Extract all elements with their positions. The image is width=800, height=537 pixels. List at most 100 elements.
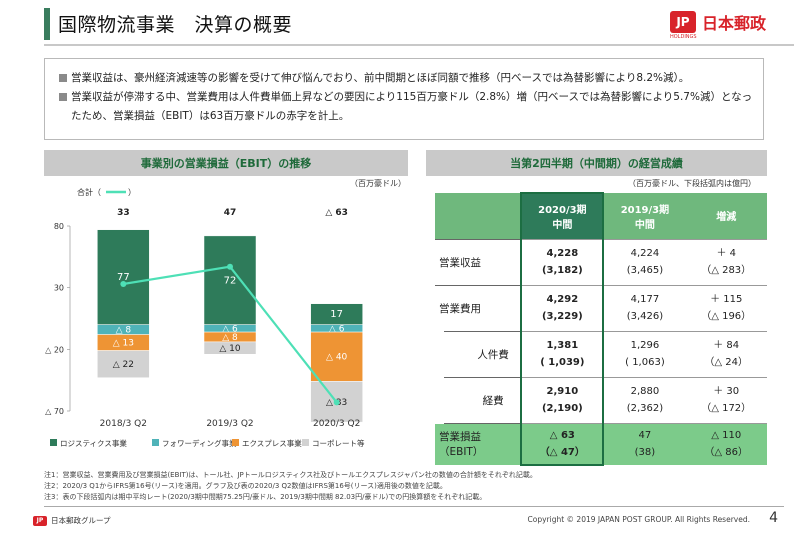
bar-data-label: 77 xyxy=(117,272,130,283)
total-point xyxy=(333,399,340,406)
footer-divider xyxy=(44,506,784,507)
cell-value: ＋ 4 xyxy=(716,248,736,259)
table-row-label: 営業費用 xyxy=(435,284,522,331)
square-bullet-icon xyxy=(59,93,67,101)
cell-yen-value: （△ 196） xyxy=(701,311,752,322)
bar-data-label: △ 13 xyxy=(113,339,134,349)
y-tick-label: △ 20 xyxy=(45,345,64,354)
bar-segment xyxy=(310,331,363,382)
footnote: 注2：2020/3 Q1からIFRS第16号(リース)を適用。グラフ及び表の20… xyxy=(44,482,447,490)
change-cell: ＋ 84 （△ 24） xyxy=(685,330,767,377)
page-number: 4 xyxy=(769,510,778,526)
summary-bullet: 営業収益が停滞する中、営業費用は人件費単価上昇などの要因により115百万豪ドル（… xyxy=(59,88,753,126)
cell-yen-value: （△ 283） xyxy=(701,265,752,276)
cell-value: 4,228 xyxy=(546,248,579,259)
x-category-label: 2019/3 Q2 xyxy=(206,419,253,429)
legend-label: コーポレート等 xyxy=(312,438,365,448)
current-period-cell: △ 63 （△ 47） xyxy=(520,422,605,466)
cell-yen-value: (2,362) xyxy=(626,403,664,414)
cell-value: 4,292 xyxy=(546,294,579,305)
bar-data-label: △ 8 xyxy=(116,326,132,336)
cell-value: 4,224 xyxy=(630,248,660,259)
current-period-cell: 1,381 ( 1,039) xyxy=(520,330,605,377)
y-tick-label: 80 xyxy=(54,222,64,231)
cell-value: ＋ 84 xyxy=(713,340,740,351)
logo-name: 日本郵政 xyxy=(701,14,766,33)
total-value-label: 33 xyxy=(117,208,130,218)
cell-yen-value: （△ 86） xyxy=(704,447,748,459)
cell-yen-value: （△ 172） xyxy=(701,403,752,414)
page-title: 国際物流事業 決算の概要 xyxy=(58,14,293,36)
summary-bullet: 営業収益は、豪州経済減速等の影響を受けて伸び悩んでおり、前中間期とほぼ同額で推移… xyxy=(59,69,753,88)
cell-yen-value: (2,190) xyxy=(541,403,583,414)
cell-value: 47 xyxy=(638,430,652,442)
table-header-blank xyxy=(435,193,522,239)
y-tick-label: △ 70 xyxy=(45,407,64,416)
legend-swatch xyxy=(152,439,159,446)
title-accent-bar xyxy=(44,8,50,40)
bar-data-label: △ 6 xyxy=(329,324,345,334)
cell-value: 1,381 xyxy=(546,340,579,351)
legend-swatch xyxy=(302,439,309,446)
results-table: 2020/3期 中間 2019/3期 中間 増減 営業収益 4,228 (3,182) 4,… xyxy=(425,192,767,466)
current-period-cell: 4,228 (3,182) xyxy=(520,238,605,285)
x-category-label: 2018/3 Q2 xyxy=(100,419,147,429)
square-bullet-icon xyxy=(59,74,67,82)
change-cell: △ 110 （△ 86） xyxy=(685,422,767,465)
bar-data-label: △ 8 xyxy=(222,333,238,343)
cell-value: ＋ 115 xyxy=(710,294,743,305)
cell-value: △ 63 xyxy=(549,429,575,441)
cell-value: 2,880 xyxy=(630,386,660,397)
bar-segment xyxy=(203,341,257,355)
y-tick-label: 30 xyxy=(54,284,64,293)
table-row-label: 営業損益 （EBIT） xyxy=(435,422,522,465)
total-value-label: 47 xyxy=(224,208,237,218)
summary-text: 営業収益は、豪州経済減速等の影響を受けて伸び悩んでおり、前中間期とほぼ同額で推移… xyxy=(71,72,690,84)
total-legend-label: 合計（ xyxy=(77,187,101,197)
cell-yen-value: (3,229) xyxy=(541,311,583,322)
current-period-cell: 2,910 (2,190) xyxy=(520,376,605,423)
bar-data-label: △ 40 xyxy=(326,353,348,363)
footer: JP 日本郵政グループ Copyright © 2019 JAPAN POST G… xyxy=(0,506,800,537)
header-divider xyxy=(44,44,794,46)
prior-period-cell: 2,880 (2,362) xyxy=(603,376,686,423)
footnotes: 注1：営業収益、営業費用及び営業損益(EBIT)は、トール社、JPトールロジステ… xyxy=(44,470,537,503)
cell-yen-value: ( 1,039) xyxy=(540,357,585,368)
summary-box: 営業収益は、豪州経済減速等の影響を受けて伸び悩んでおり、前中間期とほぼ同額で推移… xyxy=(44,58,764,140)
cell-yen-value: ( 1,063) xyxy=(625,357,665,368)
change-cell: ＋ 115 （△ 196） xyxy=(685,284,767,331)
cell-yen-value: (3,465) xyxy=(626,265,664,276)
logo-sub: HOLDINGS xyxy=(669,34,697,40)
jp-logo-icon: JP xyxy=(33,515,47,526)
jp-logo-icon: JP xyxy=(669,11,696,33)
current-period-cell: 4,292 (3,229) xyxy=(520,284,605,331)
bar-segment xyxy=(97,229,150,325)
bar-data-label: 72 xyxy=(224,275,237,286)
total-point xyxy=(227,263,233,270)
cell-value: ＋ 30 xyxy=(713,386,740,397)
bar-segment xyxy=(203,235,257,325)
bar-data-label: △ 10 xyxy=(219,344,241,354)
bar-data-label: △ 22 xyxy=(113,360,134,370)
chart-unit: （百万豪ドル） xyxy=(350,179,406,188)
change-cell: ＋ 4 （△ 283） xyxy=(685,238,767,285)
table-column-header: 2019/3期 中間 xyxy=(603,193,686,239)
table-column-header: 増減 xyxy=(685,193,767,239)
cell-yen-value: （△ 24） xyxy=(704,357,748,368)
change-cell: ＋ 30 （△ 172） xyxy=(685,376,767,423)
legend-label: エクスプレス事業 xyxy=(242,438,302,448)
cell-value: 2,910 xyxy=(546,386,579,397)
table-row-label: 営業収益 xyxy=(435,238,522,285)
chart-panel-title: 事業別の営業損益（EBIT）の推移 xyxy=(44,150,408,176)
total-point xyxy=(120,280,127,287)
legend-swatch xyxy=(50,439,57,446)
legend-label: フォワーディング事業 xyxy=(162,438,237,448)
legend-label: ロジスティクス事業 xyxy=(60,438,127,448)
prior-period-cell: 47 (38) xyxy=(603,422,686,465)
x-category-label: 2020/3 Q2 xyxy=(313,419,360,429)
footnote: 注1：営業収益、営業費用及び営業損益(EBIT)は、トール社、JPトールロジステ… xyxy=(44,471,537,479)
bar-data-label: 17 xyxy=(330,309,343,320)
copyright: Copyright © 2019 JAPAN POST GROUP. All R… xyxy=(527,515,750,524)
footnote: 注3：表の下段括弧内は期中平均レート(2020/3期中間期75.25円/豪ドル、… xyxy=(44,493,487,501)
legend-swatch xyxy=(232,439,239,446)
